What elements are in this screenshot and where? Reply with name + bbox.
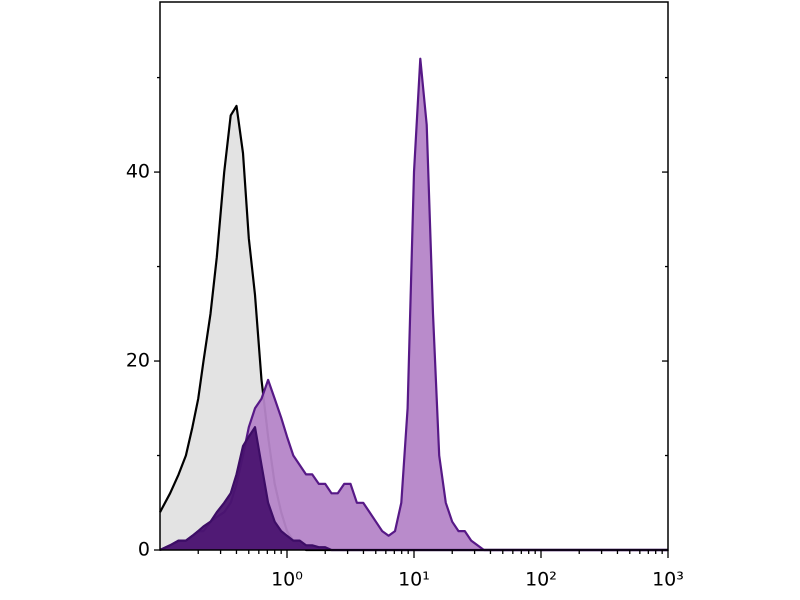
histogram-area bbox=[160, 427, 668, 550]
x-tick-label: 10⁰ bbox=[271, 569, 303, 591]
x-tick-label: 10² bbox=[525, 569, 557, 591]
histogram-area bbox=[160, 105, 668, 551]
y-tick-label: 40 bbox=[126, 161, 150, 183]
y-tick-label: 0 bbox=[138, 539, 150, 561]
x-tick-label: 10¹ bbox=[398, 569, 430, 591]
histogram-area bbox=[160, 58, 668, 550]
y-tick-label: 20 bbox=[126, 350, 150, 372]
x-tick-label: 10³ bbox=[652, 569, 684, 591]
